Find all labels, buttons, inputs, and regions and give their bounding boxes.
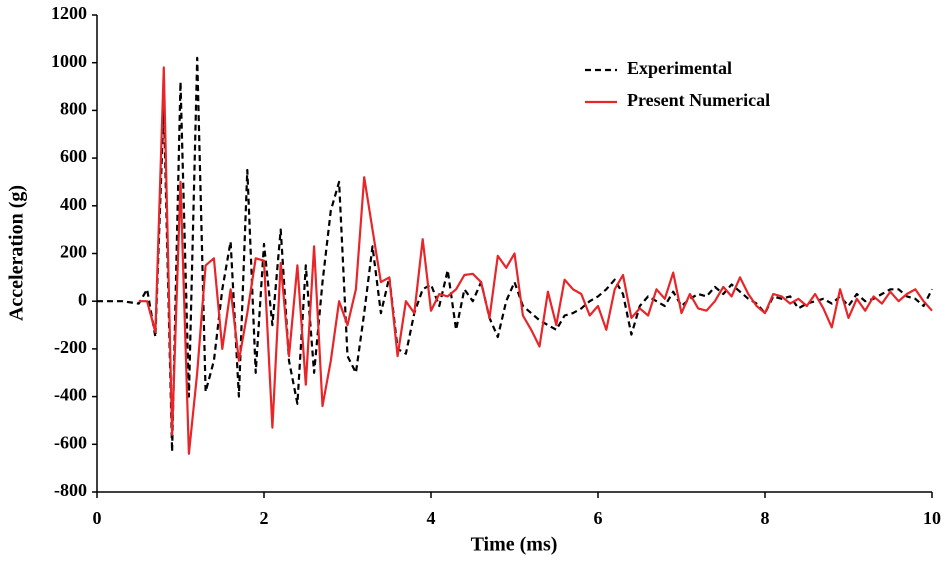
x-tick-label: 10 <box>923 508 941 528</box>
legend-label: Experimental <box>627 58 732 78</box>
y-tick-label: 200 <box>60 242 87 262</box>
y-tick-label: -800 <box>54 480 87 500</box>
y-tick-label: 400 <box>60 194 87 214</box>
y-tick-label: 800 <box>60 99 87 119</box>
x-axis-title: Time (ms) <box>471 534 558 556</box>
x-tick-label: 4 <box>427 508 436 528</box>
x-tick-label: 6 <box>594 508 603 528</box>
x-tick-label: 8 <box>761 508 770 528</box>
y-axis-title: Acceleration (g) <box>6 185 28 321</box>
x-tick-label: 0 <box>93 508 102 528</box>
series-line <box>138 66 933 455</box>
y-tick-label: 600 <box>60 146 87 166</box>
y-tick-label: 1200 <box>51 3 87 23</box>
y-tick-label: -200 <box>54 337 87 357</box>
legend-label: Present Numerical <box>627 90 770 110</box>
y-tick-label: 1000 <box>51 51 87 71</box>
y-tick-label: -600 <box>54 432 87 452</box>
y-tick-label: -400 <box>54 385 87 405</box>
x-tick-label: 2 <box>260 508 269 528</box>
y-tick-label: 0 <box>78 289 87 309</box>
